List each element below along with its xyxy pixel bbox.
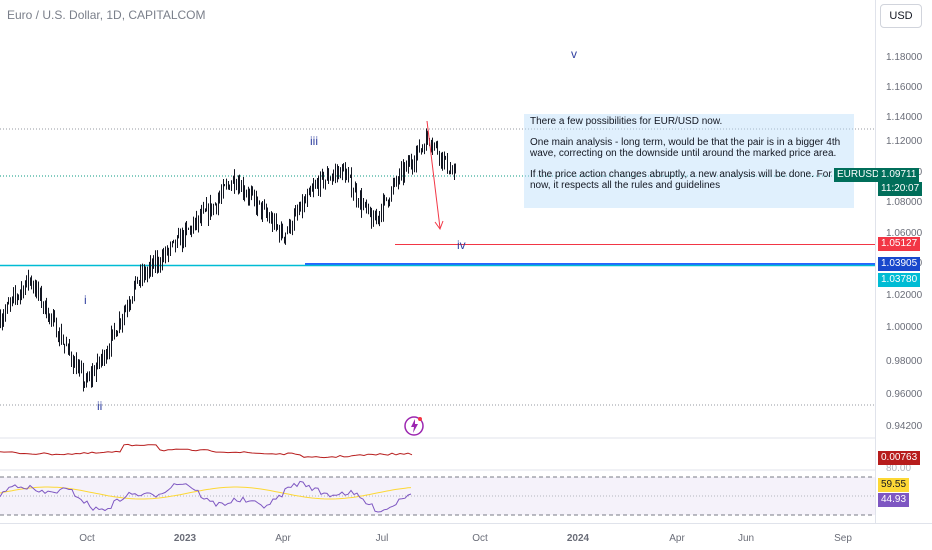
price-tick-0: 1.18000 [886, 52, 923, 63]
time-tick-4: Oct [472, 533, 488, 544]
note-line-2: One main analysis - long term, would be … [530, 137, 841, 159]
wave-label-ii[interactable]: ii [97, 399, 103, 413]
rsi-band [0, 477, 875, 515]
rsi-tag: 44.93 [878, 493, 910, 507]
wave-label-iv[interactable]: iv [457, 238, 466, 252]
analysis-note[interactable]: There a few possibilities for EUR/USD no… [524, 114, 854, 208]
price-tick-10: 0.98000 [886, 356, 923, 367]
price-tick-12: 0.94200 [886, 421, 923, 432]
currency-button[interactable]: USD [880, 4, 922, 28]
symbol-tag: EURUSD [834, 168, 883, 182]
time-tick-0: Oct [79, 533, 95, 544]
wave-label-iii[interactable]: iii [310, 134, 318, 148]
alert-icon[interactable] [404, 416, 424, 436]
countdown-tag: 11:20:07 [878, 182, 923, 196]
projection-arrowhead [434, 220, 444, 231]
price-tick-3: 1.12000 [886, 136, 923, 147]
price-tick-2: 1.14000 [886, 112, 923, 123]
time-tick-6: Apr [669, 533, 685, 544]
price-tick-5: 1.08000 [886, 197, 923, 208]
blue-level-tag: 1.03905 [878, 257, 921, 271]
rsi-ma-line [0, 486, 412, 500]
price-tick-9: 1.00000 [886, 322, 923, 333]
price-tick-8: 1.02000 [886, 290, 923, 301]
teal-level-tag: 1.03780 [878, 273, 921, 287]
price-tick-11: 0.96000 [886, 389, 923, 400]
indicator-tag: 0.00763 [878, 451, 921, 465]
target-price-tag: 1.05127 [878, 237, 921, 251]
wave-label-v[interactable]: v [571, 47, 577, 61]
rsi-line [0, 480, 412, 513]
last-price-tag: 1.09711 [878, 168, 920, 182]
time-tick-2: Apr [275, 533, 291, 544]
chart-title: Euro / U.S. Dollar, 1D, CAPITALCOM [7, 8, 206, 22]
candles-group [0, 128, 456, 392]
price-tick-6: 1.06000 [886, 228, 923, 239]
price-tick-1: 1.16000 [886, 82, 923, 93]
note-line-3: If the price action changes abruptly, a … [530, 169, 832, 191]
time-tick-1: 2023 [174, 533, 197, 544]
wave-label-i[interactable]: i [84, 293, 87, 307]
time-tick-7: Jun [738, 533, 754, 544]
projection-arrow[interactable] [426, 120, 441, 229]
rsi-level-tick: 80.00 [886, 463, 911, 474]
rsi-ma-tag: 59.55 [878, 478, 910, 492]
note-line-1: There a few possibilities for EUR/USD no… [530, 116, 723, 127]
time-axis[interactable]: Oct 2023 Apr Jul Oct 2024 Apr Jun Sep [79, 533, 852, 544]
time-tick-8: Sep [834, 533, 852, 544]
time-tick-3: Jul [376, 533, 389, 544]
indicator-line [0, 443, 413, 459]
time-tick-5: 2024 [567, 533, 590, 544]
